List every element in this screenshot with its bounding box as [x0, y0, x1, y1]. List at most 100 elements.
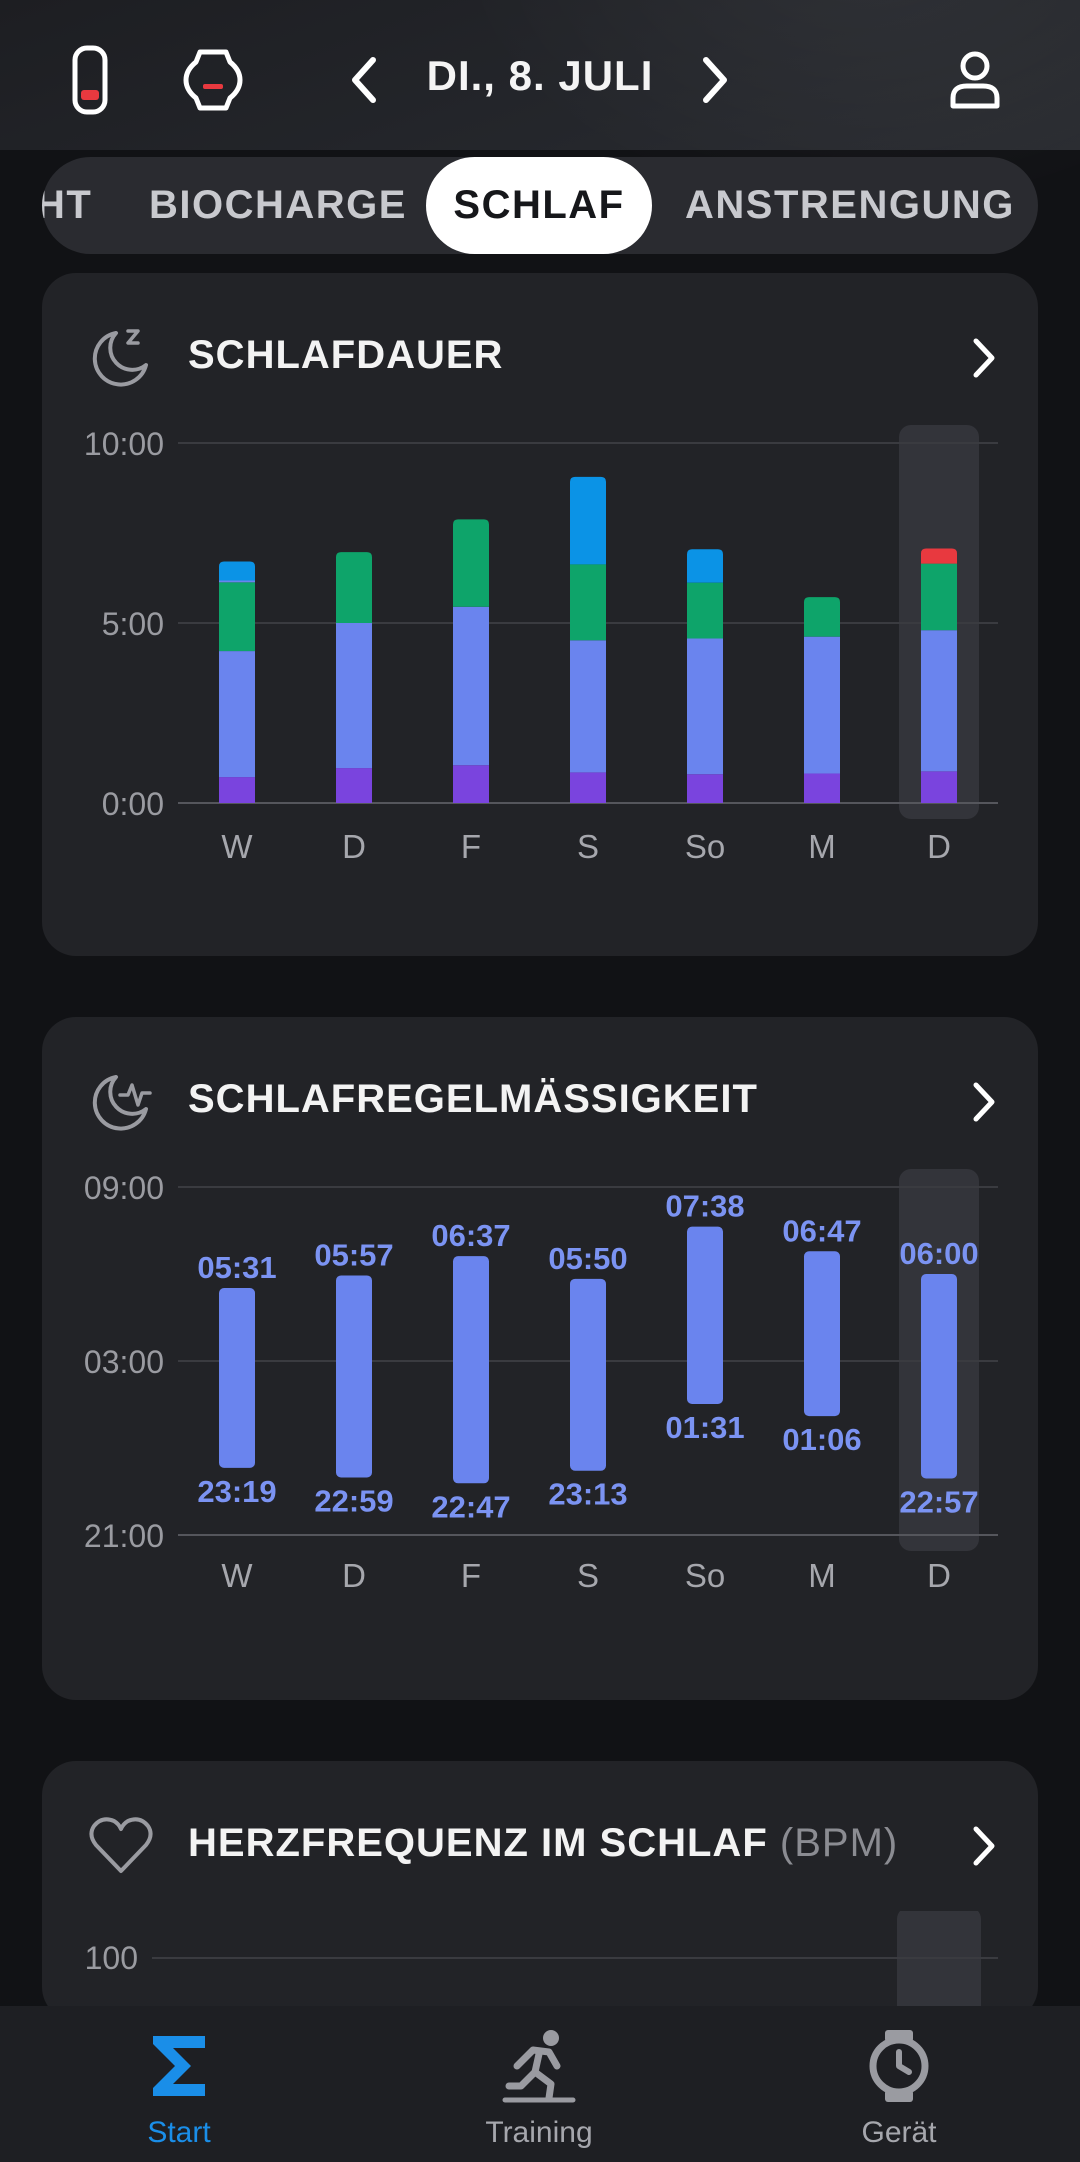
bar-segment[interactable] [687, 549, 723, 583]
profile-button[interactable] [945, 48, 1005, 112]
bar-segment[interactable] [804, 773, 840, 803]
y-tick-label: 10:00 [84, 426, 164, 462]
nav-training-label: Training [485, 2116, 593, 2149]
bar-segment[interactable] [336, 552, 372, 623]
bed-time-label: 23:13 [548, 1477, 627, 1512]
chevron-left-icon [352, 57, 376, 103]
sleep-heart-rate-chevron-icon[interactable] [968, 1823, 998, 1874]
sleep-regularity-chevron-icon[interactable] [968, 1079, 998, 1130]
sleep-window-bar[interactable] [687, 1226, 723, 1405]
bar-segment[interactable] [453, 765, 489, 803]
sleep-window-bar[interactable] [336, 1275, 372, 1478]
tab-biocharge[interactable]: BIOCHARGE [149, 183, 407, 227]
bar-segment[interactable] [453, 606, 489, 766]
x-tick-label: So [685, 1557, 725, 1594]
sleep-duration-chevron-icon[interactable] [968, 335, 998, 386]
wake-time-label: 05:31 [197, 1250, 276, 1285]
bar-segment[interactable] [921, 771, 957, 803]
sleep-duration-title: SCHLAFDAUER [188, 333, 504, 377]
x-tick-label: F [461, 1557, 481, 1594]
sleep-window-bar[interactable] [804, 1251, 840, 1417]
bar-segment[interactable] [219, 651, 255, 778]
y-tick-label: 09:00 [84, 1170, 164, 1206]
bar-segment[interactable] [687, 774, 723, 803]
y-tick-label: 21:00 [84, 1518, 164, 1554]
sleep-window-bar[interactable] [219, 1288, 255, 1468]
tab-anstrengung[interactable]: ANSTRENGUNG [685, 183, 1015, 227]
bar-segment[interactable] [219, 777, 255, 803]
wake-time-label: 07:38 [665, 1189, 744, 1224]
sleep-window-bar[interactable] [453, 1256, 489, 1484]
band-device-icon[interactable] [60, 40, 120, 120]
moon-zz-icon [86, 323, 156, 398]
bar-segment[interactable] [921, 548, 957, 564]
sleep-duration-card[interactable]: SCHLAFDAUER 10:00 5:00 0:00 W D F S So M D [42, 273, 1038, 956]
bar-segment[interactable] [921, 563, 957, 631]
heart-icon [86, 1813, 156, 1884]
nav-geraet[interactable]: Gerät [799, 2006, 999, 2162]
bar-segment[interactable] [570, 564, 606, 641]
sleep-heart-rate-title-text: HERZFREQUENZ IM SCHLAF [188, 1821, 768, 1865]
date-title[interactable]: DI., 8. JULI [426, 52, 654, 99]
sigma-icon [153, 2036, 205, 2096]
bar-segment[interactable] [336, 623, 372, 769]
wake-time-label: 05:57 [314, 1237, 393, 1272]
bar-segment[interactable] [219, 561, 255, 581]
bar-segment[interactable] [804, 597, 840, 637]
nav-training[interactable]: Training [439, 2006, 639, 2162]
y-tick-label: 5:00 [102, 606, 164, 642]
bottom-navigation: Start Training Gerät [0, 2006, 1080, 2162]
bed-time-label: 22:47 [431, 1489, 510, 1524]
bed-time-label: 22:59 [314, 1483, 393, 1518]
bar-segment[interactable] [219, 582, 255, 652]
moon-pulse-icon [86, 1067, 156, 1142]
sleep-duration-chart: 10:00 5:00 0:00 W D F S So M D [84, 425, 998, 865]
watch-device-icon[interactable] [178, 40, 248, 120]
sleep-heart-rate-chart: 100 [85, 1911, 998, 2021]
wake-time-label: 06:47 [782, 1213, 861, 1248]
bar-segment[interactable] [804, 636, 840, 774]
x-tick-label: D [342, 1557, 366, 1594]
bar-segment[interactable] [921, 630, 957, 772]
bar-segment[interactable] [570, 640, 606, 773]
previous-day-button[interactable] [345, 52, 385, 108]
y-tick-label: 03:00 [84, 1344, 164, 1380]
x-tick-label: S [577, 1557, 599, 1594]
x-tick-label: W [221, 828, 253, 865]
sleep-window-bar[interactable] [570, 1278, 606, 1471]
next-day-button[interactable] [694, 52, 734, 108]
bed-time-label: 23:19 [197, 1474, 276, 1509]
y-tick-label: 100 [85, 1940, 138, 1976]
sleep-window-bar[interactable] [921, 1274, 957, 1479]
x-tick-label: D [342, 828, 366, 865]
sleep-regularity-card[interactable]: SCHLAFREGELMÄSSIGKEIT 09:00 03:00 21:00 05:… [42, 1017, 1038, 1700]
bar-segment[interactable] [687, 582, 723, 639]
wake-time-label: 06:00 [899, 1236, 978, 1271]
bar-segment[interactable] [570, 476, 606, 565]
x-tick-label: M [808, 828, 836, 865]
sleep-heart-rate-unit: (BPM) [779, 1821, 899, 1865]
wake-time-label: 06:37 [431, 1218, 510, 1253]
tab-schlaf[interactable]: SCHLAF [426, 157, 652, 254]
x-tick-label: So [685, 828, 725, 865]
sleep-regularity-title: SCHLAFREGELMÄSSIGKEIT [188, 1077, 758, 1121]
x-tick-label: W [221, 1557, 253, 1594]
bar-segment[interactable] [453, 519, 489, 607]
sleep-heart-rate-card[interactable]: HERZFREQUENZ IM SCHLAF (BPM) 100 [42, 1761, 1038, 2021]
bar-segment[interactable] [687, 638, 723, 775]
section-tabs: HT BIOCHARGE SCHLAF ANSTRENGUNG [42, 157, 1038, 254]
chevron-right-icon [703, 57, 727, 103]
x-tick-label: D [927, 1557, 951, 1594]
nav-start-label: Start [147, 2116, 211, 2149]
x-tick-label: S [577, 828, 599, 865]
watch-icon [869, 2030, 929, 2102]
x-tick-label: D [927, 828, 951, 865]
tab-highlight[interactable]: HT [42, 183, 93, 227]
nav-start[interactable]: Start [79, 2006, 279, 2162]
bar-segment[interactable] [219, 580, 255, 583]
bar-segment[interactable] [336, 768, 372, 803]
bed-time-label: 22:57 [899, 1484, 978, 1519]
bar-segment[interactable] [570, 772, 606, 803]
x-tick-label: M [808, 1557, 836, 1594]
sleep-heart-rate-title: HERZFREQUENZ IM SCHLAF (BPM) [188, 1821, 898, 1866]
